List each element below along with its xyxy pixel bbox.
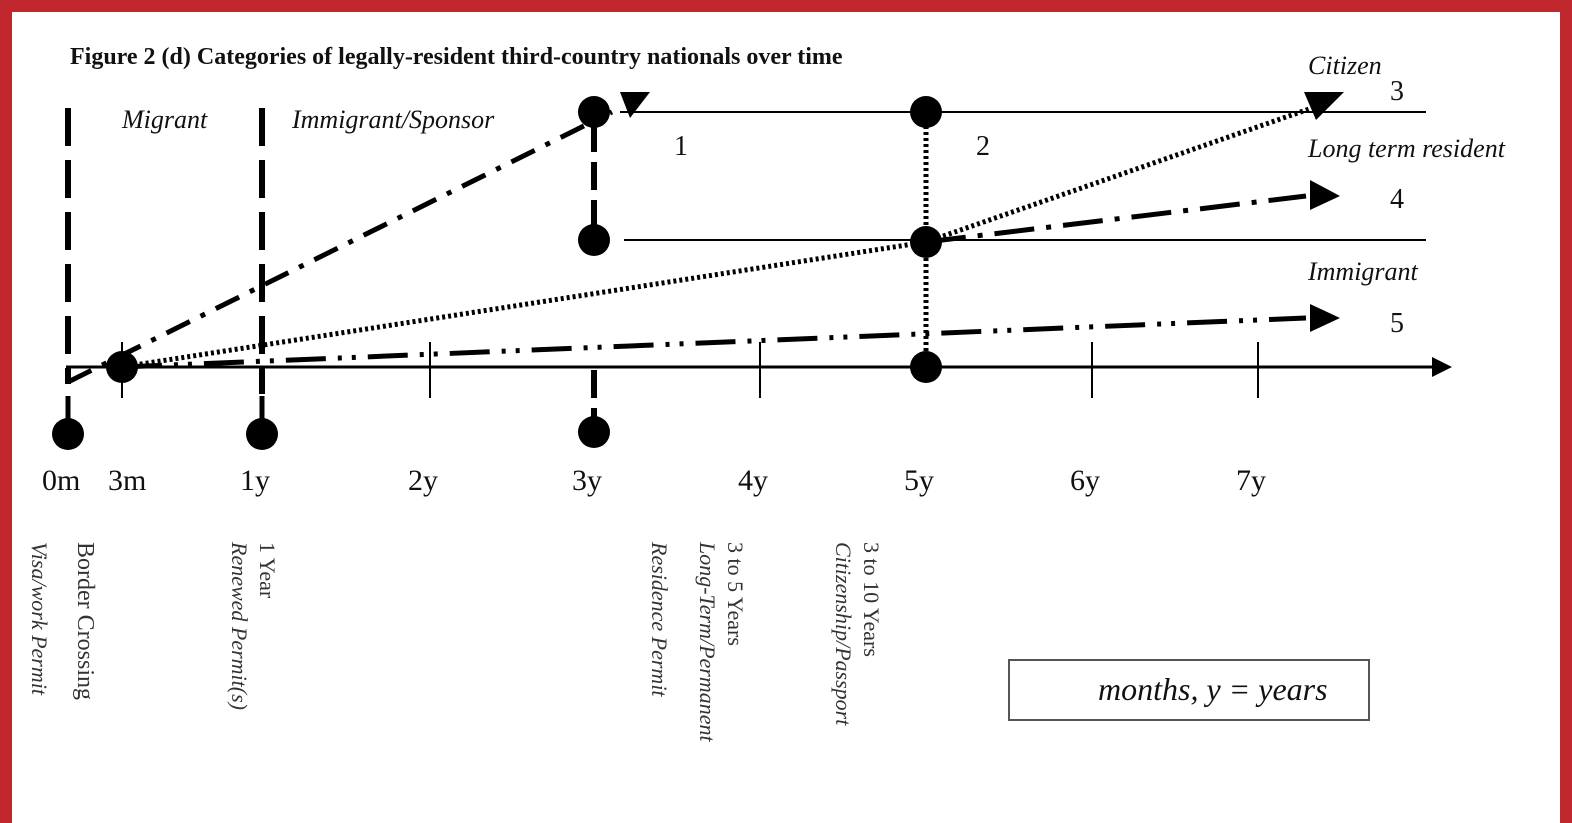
timeline-diagram: Figure 2 (d) Categories of legally-resid… xyxy=(27,44,1506,743)
milestone-labels: Visa/work Permit Border Crossing 1 Year … xyxy=(27,541,884,743)
path-number-2: 2 xyxy=(976,131,990,162)
outcome-label-immigrant: Immigrant xyxy=(1307,257,1419,286)
milestone-3-to-10-years: 3 to 10 Years xyxy=(859,542,884,657)
phase-label-immigrant-sponsor: Immigrant/Sponsor xyxy=(291,105,495,134)
path-dotted-to-5y xyxy=(121,239,927,370)
path-3-arrowhead-icon xyxy=(1304,92,1344,120)
phase-label-migrant: Migrant xyxy=(121,105,208,134)
dot-0m-below xyxy=(52,418,84,450)
outcome-number-3: 3 xyxy=(1390,76,1404,107)
tick-label-6y: 6y xyxy=(1070,464,1100,497)
path-5-arrowhead-icon xyxy=(1310,304,1340,332)
tick-label-2y: 2y xyxy=(408,464,438,497)
dot-3y-citizen xyxy=(578,96,610,128)
milestone-long-term-permanent: Long-Term/Permanent xyxy=(695,541,720,743)
path-4-arrowhead-icon xyxy=(1310,180,1340,210)
path-4-dashdot xyxy=(925,193,1307,245)
milestone-3-to-5-years: 3 to 5 Years xyxy=(723,542,748,646)
milestone-citizenship-passport: Citizenship/Passport xyxy=(831,542,856,726)
tick-label-1y: 1y xyxy=(240,464,270,497)
tick-label-3y: 3y xyxy=(572,464,602,497)
milestone-1-year: 1 Year xyxy=(255,542,280,599)
milestone-dots xyxy=(52,96,942,450)
milestone-residence-permit: Residence Permit xyxy=(647,541,672,697)
dot-3y-below xyxy=(578,416,610,448)
time-axis-arrow-icon xyxy=(1432,357,1452,377)
tick-label-0m: 0m xyxy=(42,464,80,497)
dot-5y-axis xyxy=(910,351,942,383)
axis-tick-labels: 0m 3m 1y 2y 3y 4y 5y 6y 7y xyxy=(42,464,1266,497)
figure-title: Figure 2 (d) Categories of legally-resid… xyxy=(70,44,843,70)
tick-label-4y: 4y xyxy=(738,464,768,497)
milestone-visa-work-permit: Visa/work Permit xyxy=(27,542,52,696)
path-number-1: 1 xyxy=(674,131,688,162)
outcome-label-citizen: Citizen xyxy=(1308,51,1382,80)
path-5-dashdotdot xyxy=(121,315,1307,370)
outcome-number-5: 5 xyxy=(1390,308,1404,339)
dot-1y-below xyxy=(246,418,278,450)
outcome-number-4: 4 xyxy=(1390,184,1404,215)
axis-tick-marks xyxy=(121,342,1259,398)
outcome-label-long-term-resident: Long term resident xyxy=(1307,134,1506,163)
legend-text: months, y = years xyxy=(1098,671,1328,707)
milestone-border-crossing: Border Crossing xyxy=(72,542,98,700)
tick-label-5y: 5y xyxy=(904,464,934,497)
dot-3m-axis xyxy=(106,351,138,383)
dot-5y-citizen xyxy=(910,96,942,128)
path-1-dashdot xyxy=(66,109,614,385)
figure-frame: Figure 2 (d) Categories of legally-resid… xyxy=(12,12,1560,823)
legend-box xyxy=(1008,659,1370,721)
dot-3y-long-term xyxy=(578,224,610,256)
milestone-renewed-permits: Renewed Permit(s) xyxy=(227,541,252,710)
path-1-arrowhead-icon xyxy=(620,92,650,118)
dot-5y-long-term xyxy=(910,226,942,258)
tick-label-3m: 3m xyxy=(108,464,146,497)
tick-label-7y: 7y xyxy=(1236,464,1266,497)
path-dotted-to-citizen xyxy=(925,105,1313,245)
